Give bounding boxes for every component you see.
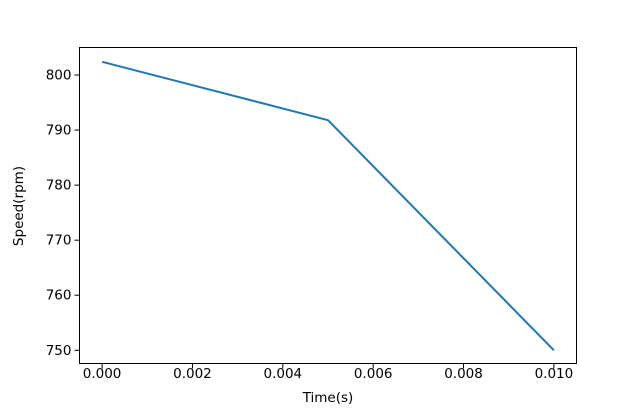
x-tick-label: 0.008 <box>444 366 483 382</box>
y-tick-label: 780 <box>46 178 72 194</box>
x-tick-label: 0.000 <box>83 366 122 382</box>
x-tick-label: 0.006 <box>354 366 393 382</box>
y-axis-label: Speed(rpm) <box>10 165 27 246</box>
series-line-speed <box>101 60 555 351</box>
x-tick-label: 0.004 <box>263 366 302 382</box>
x-axis-label: Time(s) <box>302 390 354 406</box>
x-tick-label: 0.002 <box>173 366 212 382</box>
x-tick-label: 0.010 <box>535 366 574 382</box>
y-tick-label: 790 <box>46 123 72 139</box>
y-tick-label: 800 <box>46 68 72 84</box>
y-tick-label: 760 <box>46 288 72 304</box>
y-tick-label: 770 <box>46 233 72 249</box>
plot-border <box>79 47 577 364</box>
y-tick-label: 750 <box>46 343 72 359</box>
